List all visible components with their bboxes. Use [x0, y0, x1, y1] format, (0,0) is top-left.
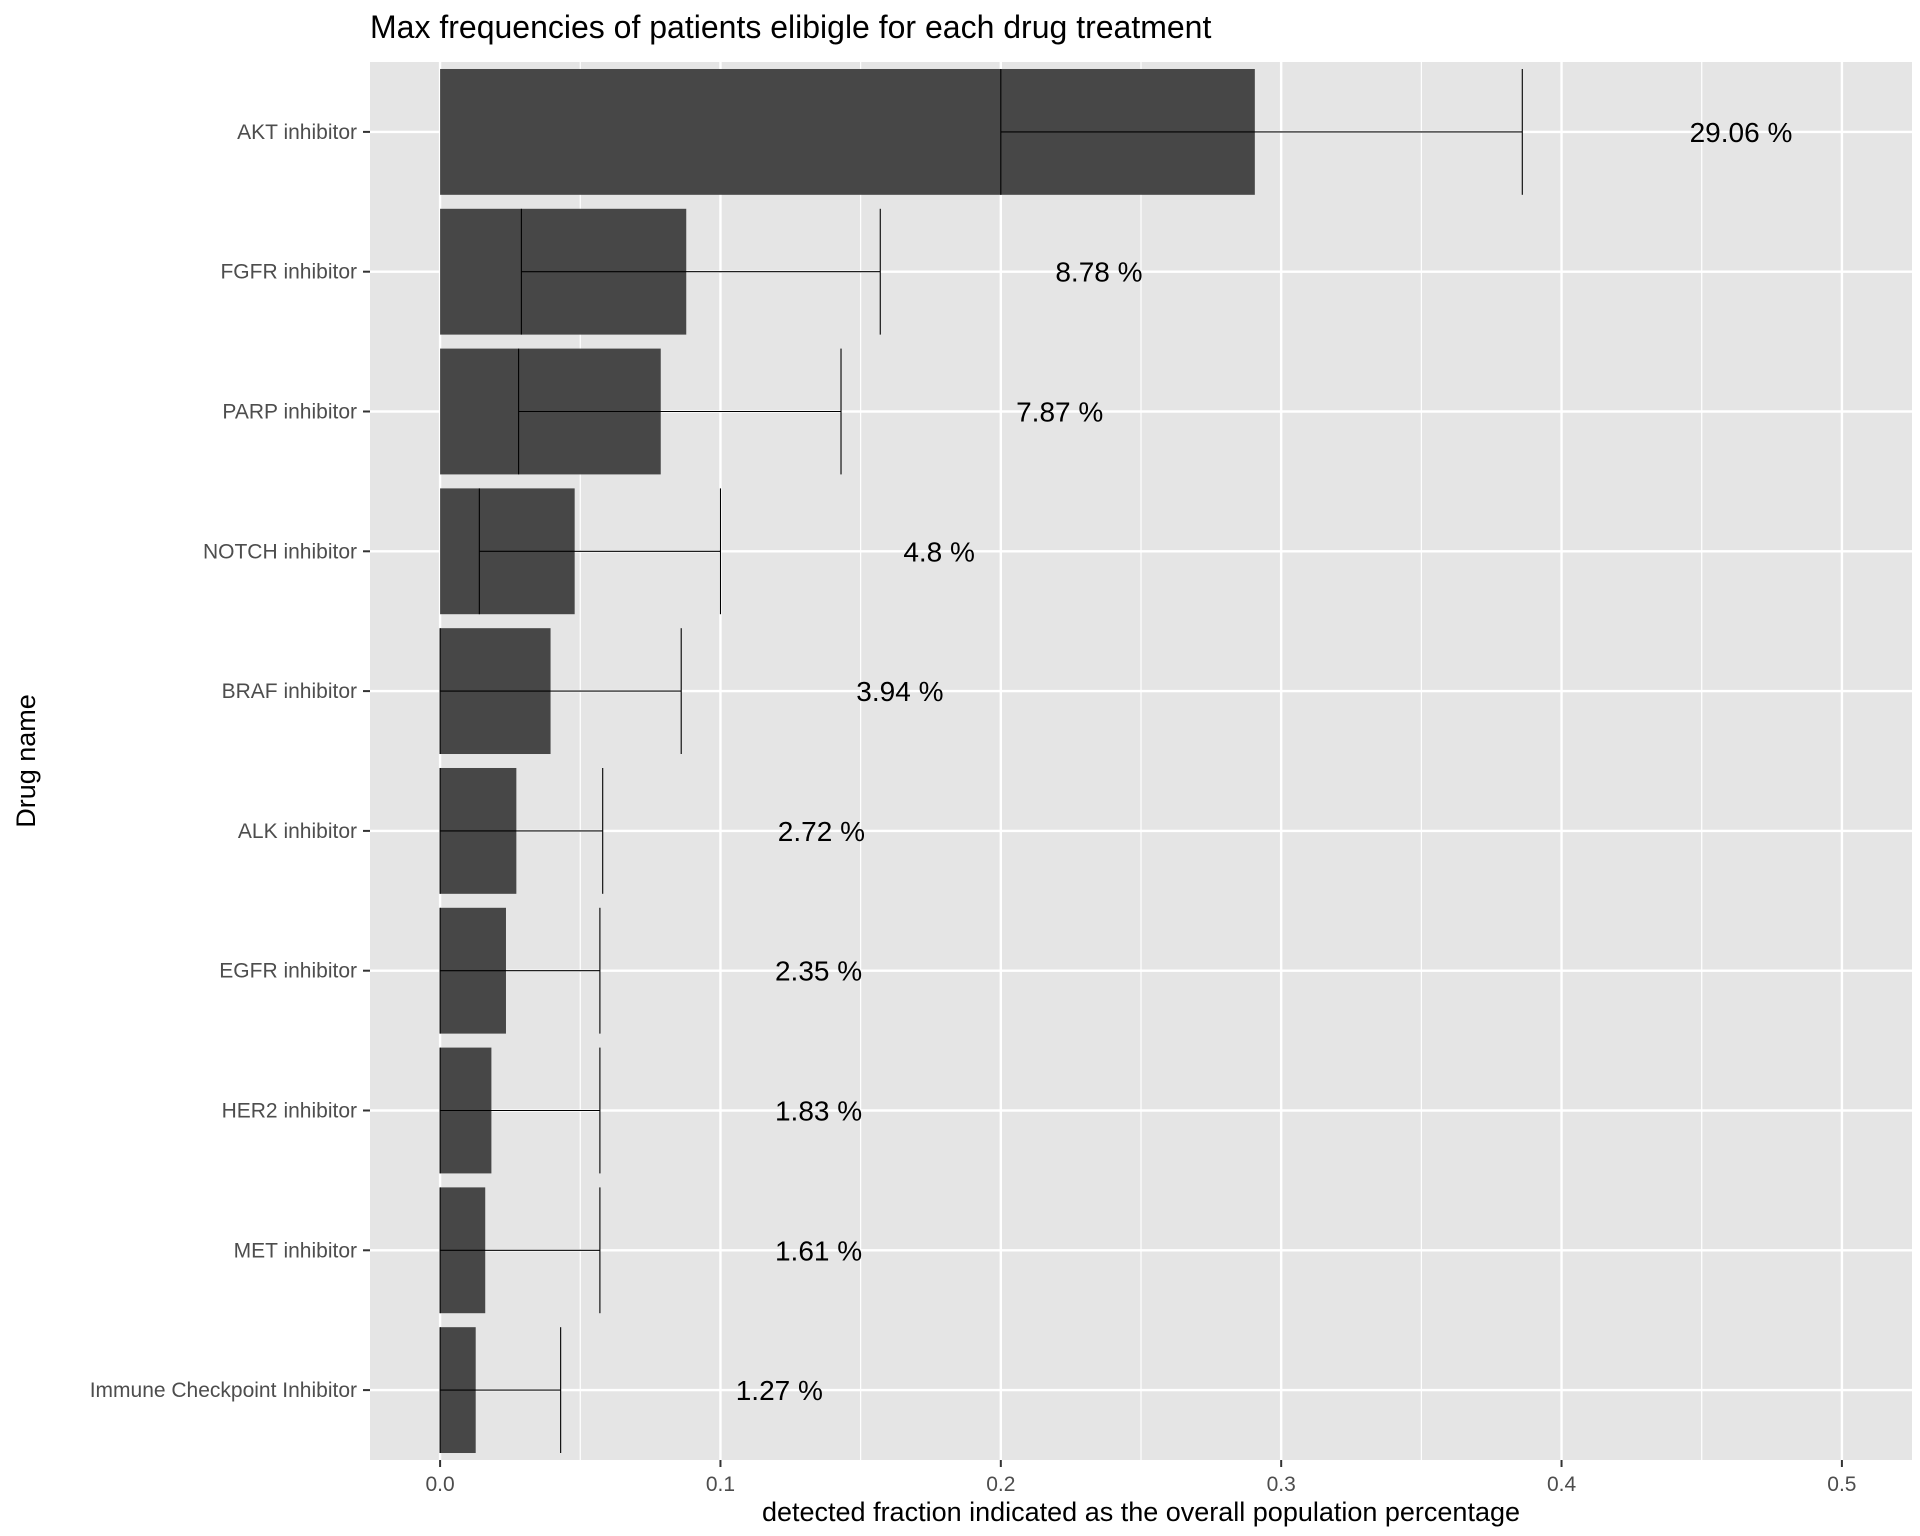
y-tick-label: MET inhibitor	[234, 1239, 357, 1262]
y-tick-label: HER2 inhibitor	[222, 1100, 357, 1123]
chart-title: Max frequencies of patients elibigle for…	[370, 9, 1211, 45]
data-labels: 29.06 % 8.78 % 7.87 % 4.8 % 3.94 % 2.72 % 2.35…	[736, 117, 1793, 1406]
data-label: 4.8 %	[903, 536, 975, 567]
data-label: 8.78 %	[1055, 257, 1142, 288]
x-tick-label: 0.2	[986, 1473, 1015, 1496]
error-bars	[439, 68, 1523, 1454]
data-label: 1.27 %	[736, 1375, 823, 1406]
x-axis: 0.0 0.1 0.2 0.3 0.4 0.5	[425, 1460, 1857, 1496]
y-tick-label: Immune Checkpoint Inhibitor	[90, 1379, 357, 1402]
y-tick-label: PARP inhibitor	[222, 401, 357, 424]
data-label: 1.61 %	[775, 1235, 862, 1266]
data-label: 2.35 %	[775, 956, 862, 987]
data-label: 7.87 %	[1016, 397, 1103, 428]
x-tick-label: 0.0	[425, 1473, 454, 1496]
x-tick-label: 0.4	[1547, 1473, 1577, 1496]
y-tick-label: FGFR inhibitor	[220, 261, 357, 284]
y-tick-label: NOTCH inhibitor	[203, 540, 357, 563]
y-tick-label: AKT inhibitor	[237, 121, 357, 144]
y-tick-label: ALK inhibitor	[238, 820, 357, 843]
data-label: 2.72 %	[778, 816, 865, 847]
data-label: 3.94 %	[856, 676, 943, 707]
y-tick-label: EGFR inhibitor	[219, 960, 357, 983]
x-tick-label: 0.3	[1267, 1473, 1296, 1496]
x-tick-label: 0.5	[1827, 1473, 1856, 1496]
y-axis: AKT inhibitor FGFR inhibitor PARP inhibito…	[90, 121, 370, 1402]
x-tick-label: 0.1	[706, 1473, 735, 1496]
major-gridlines	[370, 62, 1912, 1460]
data-label: 1.83 %	[775, 1096, 862, 1127]
y-tick-label: BRAF inhibitor	[222, 680, 357, 703]
x-axis-title: detected fraction indicated as the overa…	[762, 1497, 1520, 1527]
y-axis-title: Drug name	[11, 694, 41, 828]
data-label: 29.06 %	[1690, 117, 1793, 148]
